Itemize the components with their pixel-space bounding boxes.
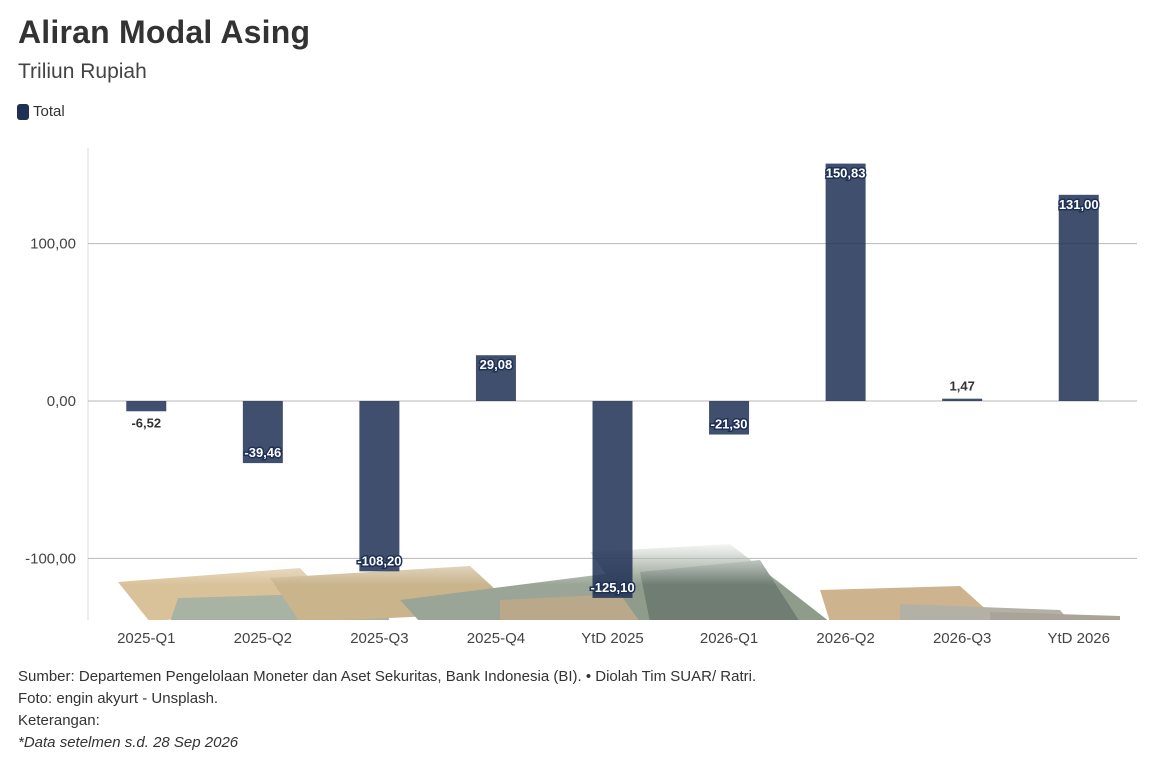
source-note: Sumber: Departemen Pengelolaan Moneter d… xyxy=(18,668,757,685)
data-label: -6,52 xyxy=(131,415,161,430)
keterangan-label: Keterangan: xyxy=(18,712,100,729)
legend-label: Total xyxy=(33,103,65,120)
x-tick-label: 2025-Q1 xyxy=(117,630,175,647)
bar xyxy=(942,398,983,401)
x-tick-label: YtD 2026 xyxy=(1047,630,1110,647)
photo-credit: Foto: engin akyurt - Unsplash. xyxy=(18,690,219,707)
x-tick-label: 2026-Q3 xyxy=(933,630,991,647)
x-tick-label: 2025-Q4 xyxy=(467,630,525,647)
bar xyxy=(126,401,167,412)
data-label: 29,08 xyxy=(480,357,513,372)
legend-swatch xyxy=(17,103,29,120)
bar xyxy=(825,163,866,401)
y-tick-label: 0,00 xyxy=(47,393,76,410)
x-tick-label: 2025-Q2 xyxy=(234,630,292,647)
data-note: *Data setelmen s.d. 28 Sep 2026 xyxy=(18,734,239,751)
data-label: -39,46 xyxy=(244,445,281,460)
data-label: 1,47 xyxy=(950,379,975,394)
data-label: -21,30 xyxy=(711,417,748,432)
bar xyxy=(592,401,633,598)
x-tick-label: 2026-Q1 xyxy=(700,630,758,647)
legend[interactable]: Total xyxy=(17,103,65,120)
bar xyxy=(709,401,750,435)
bar xyxy=(1058,194,1099,401)
chart-title: Aliran Modal Asing xyxy=(18,14,311,50)
bar xyxy=(242,401,283,464)
data-label: 131,00 xyxy=(1059,197,1099,212)
bar-chart: 100,00 0,00 -100,00 2025-Q1 2025-Q2 2025-Q3 20… xyxy=(25,148,1137,647)
x-tick-label: 2025-Q3 xyxy=(350,630,408,647)
bar xyxy=(475,355,516,401)
chart-subtitle: Triliun Rupiah xyxy=(18,60,147,83)
x-tick-label: YtD 2025 xyxy=(581,630,644,647)
x-tick-label: 2026-Q2 xyxy=(816,630,874,647)
y-tick-label: 100,00 xyxy=(30,236,76,253)
y-tick-label: -100,00 xyxy=(25,550,76,567)
bar xyxy=(359,401,400,572)
footer: Sumber: Departemen Pengelolaan Moneter d… xyxy=(18,666,756,754)
data-label: -108,20 xyxy=(357,553,401,568)
data-label: -125,10 xyxy=(590,580,634,595)
data-label: 150,83 xyxy=(826,166,866,181)
